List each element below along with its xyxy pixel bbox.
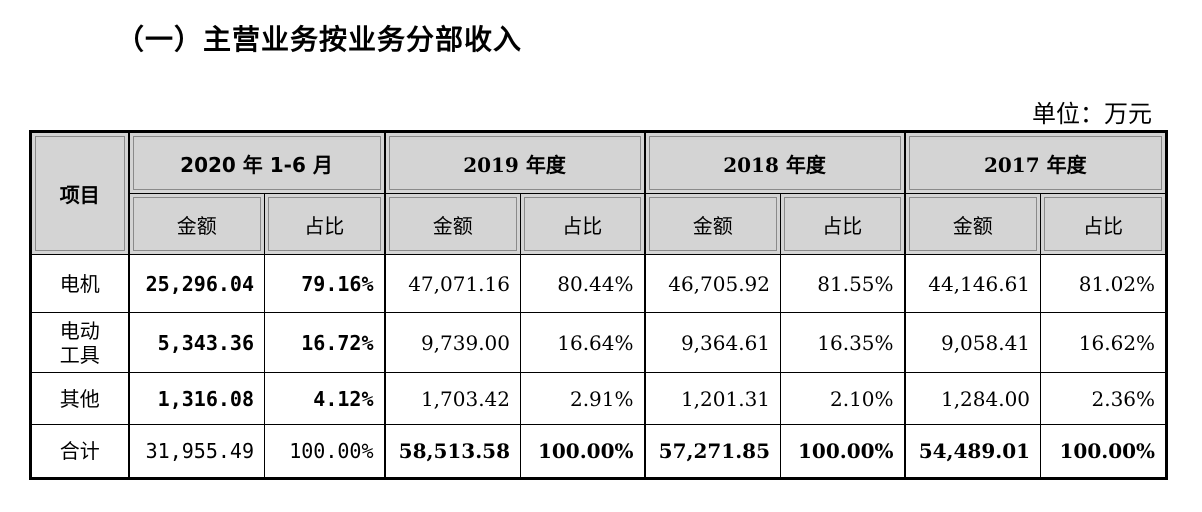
- cell-ratio: 80.44%: [519, 254, 646, 313]
- cell-ratio: 16.62%: [1040, 312, 1168, 373]
- table-row: 电机 25,296.04 79.16% 47,071.16 80.44% 46,…: [30, 254, 1168, 313]
- cell-ratio: 2.10%: [780, 372, 906, 425]
- cell-amount: 1,201.31: [644, 372, 782, 425]
- cell-amount: 5,343.36: [128, 312, 265, 373]
- cell-ratio: 2.36%: [1040, 372, 1168, 425]
- cell-amount: 1,703.42: [384, 372, 521, 425]
- section-heading: （一）主营业务按业务分部收入: [116, 23, 523, 56]
- row-label: 合计: [30, 424, 130, 479]
- cell-amount: 44,146.61: [904, 254, 1042, 313]
- table-row: 电动 工具 5,343.36 16.72% 9,739.00 16.64% 9,…: [30, 312, 1168, 373]
- sub-header-amount: 金额: [644, 193, 782, 255]
- cell-ratio: 100.00%: [1040, 424, 1168, 479]
- cell-amount: 47,071.16: [384, 254, 521, 313]
- revenue-table: 项目 2020 年 1-6 月 2019 年度 2018 年度 2017 年度 …: [29, 130, 1169, 480]
- cell-amount: 46,705.92: [644, 254, 782, 313]
- cell-ratio: 81.55%: [780, 254, 906, 313]
- header-row-periods: 项目 2020 年 1-6 月 2019 年度 2018 年度 2017 年度: [30, 131, 1168, 255]
- cell-ratio: 16.72%: [264, 312, 386, 373]
- sub-header-amount: 金额: [128, 193, 265, 255]
- cell-ratio: 100.00%: [780, 424, 906, 479]
- cell-amount: 9,364.61: [644, 312, 782, 373]
- sub-header-amount: 金额: [904, 193, 1042, 255]
- period-header-2019: 2019 年度: [383, 131, 646, 194]
- sub-header-ratio: 占比: [264, 193, 386, 255]
- cell-ratio: 81.02%: [1040, 254, 1168, 313]
- total-row: 合计 31,955.49 100.00% 58,513.58 100.00% 5…: [30, 424, 1168, 479]
- cell-ratio: 100.00%: [519, 424, 646, 479]
- row-label: 电机: [30, 254, 130, 313]
- sub-header-amount: 金额: [384, 193, 521, 255]
- cell-amount: 9,739.00: [384, 312, 521, 373]
- row-label: 其他: [30, 372, 130, 425]
- item-header-cell: 项目: [30, 131, 130, 255]
- cell-ratio: 16.35%: [780, 312, 906, 373]
- cell-ratio: 100.00%: [264, 424, 386, 479]
- cell-ratio: 16.64%: [519, 312, 646, 373]
- period-header-2020h1: 2020 年 1-6 月: [128, 131, 386, 194]
- cell-amount: 57,271.85: [644, 424, 782, 479]
- period-header-2017: 2017 年度: [904, 131, 1168, 194]
- period-header-2018: 2018 年度: [644, 131, 906, 194]
- cell-amount: 25,296.04: [128, 254, 265, 313]
- cell-amount: 58,513.58: [384, 424, 521, 479]
- cell-ratio: 4.12%: [264, 372, 386, 425]
- header-row-sub: 金额 占比 金额 占比 金额 占比 金额 占比: [31, 193, 1168, 255]
- cell-amount: 54,489.01: [904, 424, 1042, 479]
- cell-ratio: 79.16%: [264, 254, 386, 313]
- table-row: 其他 1,316.08 4.12% 1,703.42 2.91% 1,201.3…: [30, 372, 1168, 425]
- cell-amount: 31,955.49: [128, 424, 265, 479]
- sub-header-ratio: 占比: [1040, 193, 1168, 255]
- cell-amount: 1,284.00: [904, 372, 1042, 425]
- cell-amount: 1,316.08: [128, 372, 265, 425]
- cell-amount: 9,058.41: [904, 312, 1042, 373]
- cell-ratio: 2.91%: [519, 372, 646, 425]
- row-label: 电动 工具: [30, 312, 130, 373]
- sub-header-ratio: 占比: [519, 193, 646, 255]
- sub-header-ratio: 占比: [780, 193, 906, 255]
- item-header: 项目: [35, 136, 125, 251]
- unit-label: 单位：万元: [1032, 100, 1152, 128]
